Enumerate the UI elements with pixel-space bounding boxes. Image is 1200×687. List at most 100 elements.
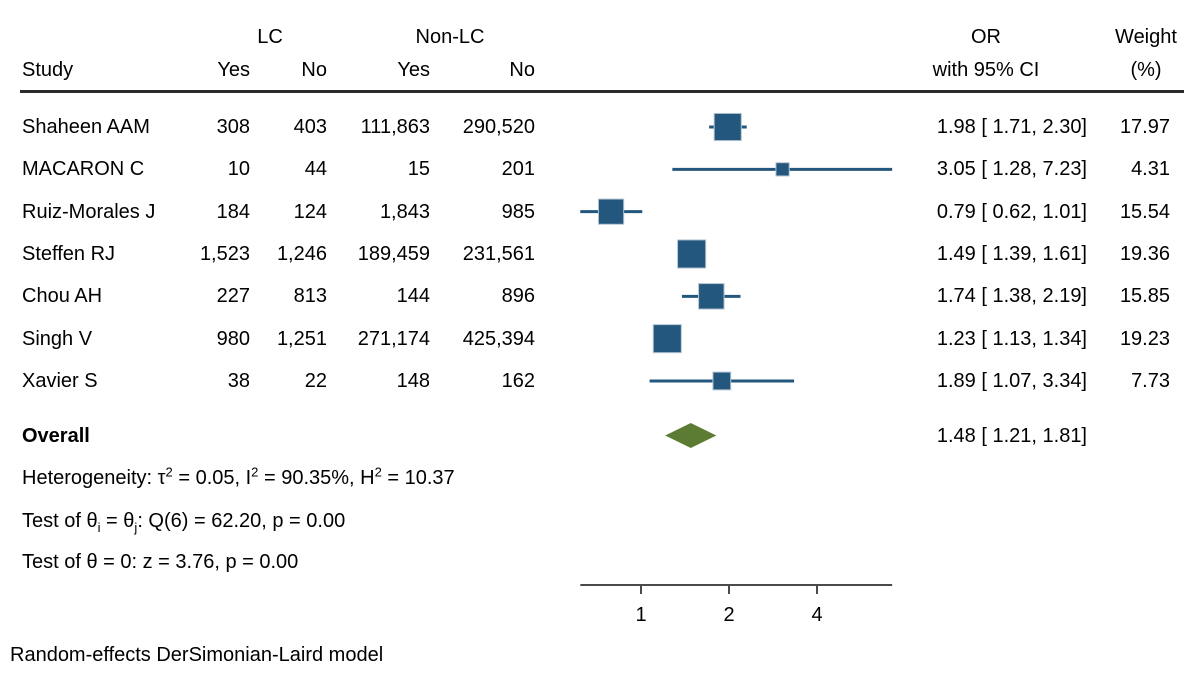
- nonlc-no-value: 231,561: [462, 243, 535, 265]
- overall-label: Overall: [22, 425, 90, 447]
- lc-yes-value: 308: [216, 116, 250, 138]
- stat-text-part: : Q(6) = 62.20, p = 0.00: [137, 510, 346, 532]
- nonlc-no-value: 201: [501, 158, 535, 180]
- stat-text-part: Test of θ: [22, 510, 98, 532]
- lc-yes-value: 10: [227, 158, 250, 180]
- axis-tick-label: 4: [811, 604, 822, 626]
- lc-no-value: 813: [293, 285, 327, 307]
- study-name: Xavier S: [22, 370, 98, 392]
- study-name: Chou AH: [22, 285, 103, 307]
- nonlc-yes-value: 111,863: [360, 116, 430, 138]
- stat-text-part: Heterogeneity: τ: [22, 467, 166, 489]
- lc-no-value: 124: [293, 201, 327, 223]
- nonlc-no-value: 425,394: [462, 328, 535, 350]
- nonlc-no-value: 162: [501, 370, 535, 392]
- study-row: Chou AH 227 813 144 896 1.74 [ 1.38, 2.1…: [0, 283, 1200, 309]
- or-ci-value: 1.23 [ 1.13, 1.34]: [936, 328, 1087, 350]
- weight-value: 15.85: [1119, 285, 1170, 307]
- nonlc-no-header: No: [509, 59, 535, 81]
- header-divider: [20, 90, 1184, 93]
- study-name: Steffen RJ: [22, 243, 116, 265]
- study-name: Shaheen AAM: [22, 116, 150, 138]
- nonlc-yes-value: 148: [396, 370, 430, 392]
- study-row: Singh V 980 1,251 271,174 425,394 1.23 […: [0, 326, 1200, 352]
- lc-no-value: 22: [304, 370, 327, 392]
- test-z-line: Test of θ = 0: z = 3.76, p = 0.00: [0, 549, 1200, 575]
- or-ci-value: 1.89 [ 1.07, 3.34]: [936, 370, 1087, 392]
- weight-header-line1: Weight: [1115, 26, 1177, 48]
- weight-value: 15.54: [1119, 201, 1170, 223]
- nonlc-no-value: 985: [501, 201, 535, 223]
- study-column-header: Study: [22, 59, 74, 81]
- lc-no-header: No: [301, 59, 327, 81]
- or-marker: [652, 324, 682, 354]
- weight-value: 19.36: [1119, 243, 1170, 265]
- or-ci-value: 3.05 [ 1.28, 7.23]: [936, 158, 1087, 180]
- group-header-nonlc: Non-LC: [415, 26, 485, 48]
- group-header-lc: LC: [257, 26, 283, 48]
- or-marker: [677, 239, 707, 269]
- overall-diamond: [665, 423, 717, 448]
- study-row: Xavier S 38 22 148 162 1.89 [ 1.07, 3.34…: [0, 368, 1200, 394]
- lc-yes-value: 38: [227, 370, 250, 392]
- nonlc-no-value: 896: [501, 285, 535, 307]
- model-note: Random-effects DerSimonian-Laird model: [10, 644, 384, 666]
- study-row: MACARON C 10 44 15 201 3.05 [ 1.28, 7.23…: [0, 156, 1200, 182]
- stat-text-part: = 90.35%, H: [258, 467, 375, 489]
- or-marker: [775, 162, 790, 177]
- lc-yes-value: 980: [216, 328, 250, 350]
- model-note-row: Random-effects DerSimonian-Laird model: [0, 642, 1200, 668]
- heterogeneity-line: Heterogeneity: τ2 = 0.05, I2 = 90.35%, H…: [0, 465, 1200, 491]
- stat-subscript: i: [97, 520, 101, 535]
- or-ci-value: 1.49 [ 1.39, 1.61]: [936, 243, 1087, 265]
- nonlc-yes-value: 15: [407, 158, 430, 180]
- header-row-groups: LC Non-LC OR Weight: [0, 24, 1200, 50]
- weight-value: 4.31: [1131, 158, 1170, 180]
- study-name: Ruiz-Morales J: [22, 201, 156, 223]
- weight-value: 19.23: [1119, 328, 1170, 350]
- lc-no-value: 1,251: [276, 328, 327, 350]
- or-marker: [597, 198, 625, 225]
- nonlc-yes-value: 189,459: [357, 243, 430, 265]
- lc-yes-value: 227: [216, 285, 250, 307]
- stat-text-part: = 10.37: [381, 467, 455, 489]
- weight-value: 17.97: [1119, 116, 1170, 138]
- lc-no-value: 44: [304, 158, 327, 180]
- nonlc-no-value: 290,520: [462, 116, 535, 138]
- lc-yes-header: Yes: [217, 59, 250, 81]
- nonlc-yes-value: 1,843: [379, 201, 430, 223]
- header-row-columns: Study Yes No Yes No with 95% CI (%): [0, 57, 1200, 83]
- study-name: MACARON C: [22, 158, 145, 180]
- study-row: Ruiz-Morales J 184 124 1,843 985 0.79 [ …: [0, 199, 1200, 225]
- test-q-text: Test of θi = θj: Q(6) = 62.20, p = 0.00: [22, 508, 345, 534]
- study-name: Singh V: [22, 328, 93, 350]
- or-marker: [712, 371, 732, 391]
- nonlc-yes-value: 271,174: [357, 328, 430, 350]
- study-row: Steffen RJ 1,523 1,246 189,459 231,561 1…: [0, 241, 1200, 267]
- lc-no-value: 1,246: [276, 243, 327, 265]
- nonlc-yes-value: 144: [396, 285, 430, 307]
- test-q-line: Test of θi = θj: Q(6) = 62.20, p = 0.00: [0, 508, 1200, 534]
- nonlc-yes-header: Yes: [397, 59, 430, 81]
- lc-no-value: 403: [293, 116, 327, 138]
- study-row: Shaheen AAM 308 403 111,863 290,520 1.98…: [0, 114, 1200, 140]
- stat-text-part: = θ: [100, 510, 135, 532]
- axis-tick-label: 1: [635, 604, 646, 626]
- overall-row: Overall 1.48 [ 1.21, 1.81]: [0, 423, 1200, 449]
- stat-text-part: = 0.05, I: [172, 467, 252, 489]
- or-ci-value: 0.79 [ 0.62, 1.01]: [936, 201, 1087, 223]
- stat-superscript: 2: [374, 464, 382, 480]
- lc-yes-value: 1,523: [199, 243, 250, 265]
- or-header-line2: with 95% CI: [932, 59, 1040, 81]
- test-z-text: Test of θ = 0: z = 3.76, p = 0.00: [22, 551, 299, 573]
- stat-subscript: j: [134, 520, 138, 535]
- axis-tick-label: 2: [723, 604, 734, 626]
- or-ci-value: 1.98 [ 1.71, 2.30]: [936, 116, 1087, 138]
- overall-or-ci-value: 1.48 [ 1.21, 1.81]: [936, 425, 1087, 447]
- heterogeneity-text: Heterogeneity: τ2 = 0.05, I2 = 90.35%, H…: [22, 465, 455, 491]
- lc-yes-value: 184: [216, 201, 250, 223]
- stat-superscript: 2: [251, 464, 259, 480]
- or-header-line1: OR: [971, 26, 1001, 48]
